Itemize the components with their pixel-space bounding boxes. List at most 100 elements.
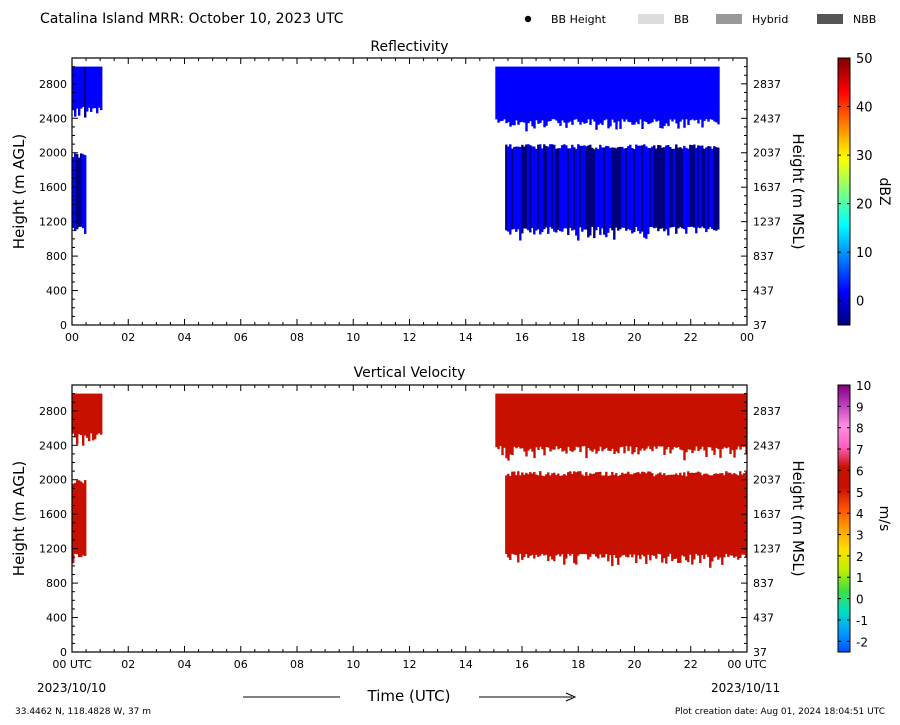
- echo-column: [529, 145, 532, 233]
- echo-column: [657, 473, 660, 554]
- echo-column: [675, 66, 678, 124]
- x-tick-label: 14: [459, 331, 473, 344]
- echo-column: [557, 66, 560, 123]
- echo-column: [583, 66, 586, 124]
- echo-column: [74, 393, 77, 438]
- echo-column: [669, 393, 672, 454]
- echo-column: [651, 393, 654, 452]
- echo-column: [619, 146, 622, 230]
- x-tick-label: 10: [346, 331, 360, 344]
- echo-column: [711, 393, 714, 451]
- echo-column: [585, 146, 588, 230]
- colorbar-scale: [837, 57, 851, 326]
- echo-column: [539, 393, 542, 447]
- echo-column: [657, 393, 660, 447]
- y-axis-label-right: Height (m MSL): [789, 460, 807, 576]
- echo-column: [593, 149, 596, 239]
- echo-column: [651, 66, 654, 123]
- echo-column: [611, 66, 614, 120]
- echo-column: [72, 393, 75, 434]
- echo-column: [581, 66, 584, 123]
- echo-column: [685, 476, 688, 561]
- echo-column: [563, 144, 566, 229]
- echo-column: [671, 393, 674, 450]
- colorbar-tick-label: 30: [856, 149, 873, 164]
- echo-column: [623, 393, 626, 454]
- bb-height-legend-marker: [524, 15, 532, 23]
- colorbar-label: dBZ: [876, 177, 892, 205]
- echo-column: [601, 393, 604, 452]
- echo-column: [673, 393, 676, 447]
- colorbar-tick-label: 20: [856, 198, 873, 213]
- echo-column: [535, 393, 538, 448]
- echo-column: [565, 145, 568, 229]
- colorbar-tick-label: 7: [856, 443, 864, 457]
- echo-column: [84, 66, 87, 118]
- echo-column: [571, 474, 574, 554]
- echo-column: [591, 474, 594, 554]
- echo-column: [563, 474, 566, 565]
- y-tick-label-left: 0: [60, 646, 67, 659]
- echo-column: [583, 145, 586, 230]
- y-tick-label-left: 400: [46, 612, 67, 625]
- echo-column: [651, 146, 654, 228]
- echo-column: [619, 393, 622, 448]
- echo-column: [593, 393, 596, 450]
- echo-column: [523, 474, 526, 558]
- echo-column: [645, 473, 648, 564]
- echo-column: [76, 66, 79, 109]
- echo-column: [699, 393, 702, 450]
- y-tick-label-right: 2837: [753, 78, 781, 91]
- y-axis-label-left: Height (m AGL): [10, 461, 28, 576]
- echo-column: [545, 393, 548, 447]
- y-tick-label-right: 837: [753, 250, 774, 263]
- echo-column: [665, 66, 668, 124]
- echo-column: [80, 66, 83, 109]
- echo-column: [721, 473, 724, 565]
- colorbar-tick-label: -2: [856, 635, 868, 649]
- y-tick-label-left: 2800: [39, 78, 67, 91]
- echo-column: [641, 393, 644, 449]
- echo-column: [527, 474, 530, 558]
- echo-column: [647, 66, 650, 125]
- echo-column: [517, 393, 520, 447]
- echo-column: [699, 145, 702, 229]
- y-tick-label-left: 2400: [39, 439, 67, 452]
- echo-column: [677, 393, 680, 447]
- x-tick-label: 10: [346, 658, 360, 671]
- legend-swatch-hybrid: [716, 14, 742, 24]
- echo-column: [84, 393, 87, 436]
- echo-column: [533, 471, 536, 559]
- echo-column: [82, 154, 85, 229]
- echo-column: [725, 471, 728, 554]
- colorbar-tick-label: 8: [856, 422, 864, 436]
- echo-column: [689, 144, 692, 227]
- echo-column: [587, 145, 590, 238]
- x-tick-label: 00: [740, 331, 754, 344]
- echo-column: [94, 393, 97, 440]
- echo-column: [503, 66, 506, 120]
- echo-column: [733, 473, 736, 558]
- colorbar-tick-label: 2: [856, 550, 864, 564]
- colorbar-tick-label: 4: [856, 507, 864, 521]
- echo-column: [619, 475, 622, 558]
- echo-column: [531, 146, 534, 228]
- echo-column: [615, 393, 618, 452]
- echo-column: [693, 66, 696, 121]
- echo-column: [551, 144, 554, 229]
- echo-column: [677, 475, 680, 563]
- echo-column: [673, 148, 676, 227]
- echo-column: [689, 66, 692, 121]
- echo-column: [657, 145, 660, 232]
- echo-column: [535, 66, 538, 121]
- echo-column: [621, 472, 624, 556]
- echo-column: [577, 471, 580, 556]
- echo-column: [715, 147, 718, 231]
- echo-column: [641, 145, 644, 232]
- echo-column: [571, 144, 574, 231]
- echo-column: [519, 147, 522, 241]
- echo-column: [655, 474, 658, 559]
- echo-column: [599, 144, 602, 235]
- echo-column: [92, 66, 95, 109]
- echo-column: [551, 473, 554, 560]
